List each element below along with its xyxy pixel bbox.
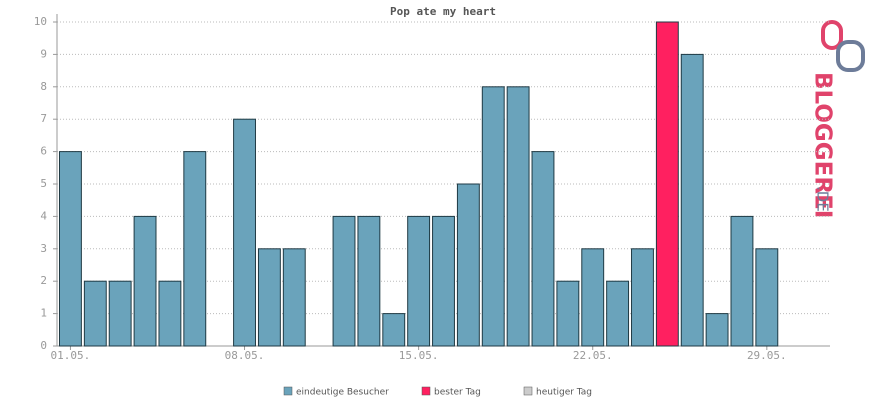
x-tick-label: 15.05. xyxy=(399,349,439,362)
y-tick-label: 2 xyxy=(40,274,47,287)
bar xyxy=(432,215,455,347)
legend-label: eindeutige Besucher xyxy=(296,388,389,398)
bar xyxy=(556,280,580,347)
bar xyxy=(133,215,157,347)
x-tick-label: 01.05. xyxy=(51,349,91,362)
bar xyxy=(183,151,207,347)
bar xyxy=(158,280,182,347)
bar xyxy=(655,21,679,347)
y-tick-label: 0 xyxy=(40,339,47,352)
bar xyxy=(680,53,704,347)
y-tick-label: 8 xyxy=(40,80,47,93)
bar xyxy=(631,248,654,347)
bar xyxy=(382,313,406,347)
bar xyxy=(531,151,555,347)
x-tick-label: 22.05. xyxy=(573,349,613,362)
y-tick-label: 9 xyxy=(40,47,47,60)
bar xyxy=(481,86,505,347)
legend-swatch xyxy=(421,386,431,396)
logo-icon xyxy=(821,20,843,50)
y-tick-label: 10 xyxy=(34,15,47,28)
bar xyxy=(606,280,630,347)
bar xyxy=(357,215,381,347)
logo-icon xyxy=(836,40,865,72)
y-tick-label: 4 xyxy=(40,209,47,222)
y-tick-label: 6 xyxy=(40,145,47,158)
legend-label: heutiger Tag xyxy=(536,388,592,398)
y-tick-label: 7 xyxy=(40,112,47,125)
legend-swatch xyxy=(283,386,293,396)
bar xyxy=(83,280,107,347)
bar xyxy=(506,86,530,347)
x-tick-label: 29.05. xyxy=(747,349,787,362)
y-tick-label: 5 xyxy=(40,177,47,190)
bar xyxy=(233,118,256,347)
chart-title: Pop ate my heart xyxy=(390,5,496,18)
bar xyxy=(108,280,132,347)
logo-tld: .DE xyxy=(814,186,832,212)
logo-text: BLOGGEREI xyxy=(810,72,836,218)
bar xyxy=(730,215,754,347)
legend-label: bester Tag xyxy=(434,388,481,398)
bar xyxy=(257,248,281,347)
bar xyxy=(456,183,480,347)
bar xyxy=(705,313,729,347)
bar xyxy=(58,151,82,347)
x-tick-label: 08.05. xyxy=(225,349,265,362)
y-tick-label: 1 xyxy=(40,307,47,320)
bar xyxy=(407,215,431,347)
y-tick-label: 3 xyxy=(40,242,47,255)
bar xyxy=(282,248,306,347)
bar xyxy=(332,215,356,347)
bar xyxy=(581,248,605,347)
logo: BLOGGEREI .DE xyxy=(810,20,865,218)
bar xyxy=(755,248,779,347)
legend-swatch xyxy=(523,386,533,396)
